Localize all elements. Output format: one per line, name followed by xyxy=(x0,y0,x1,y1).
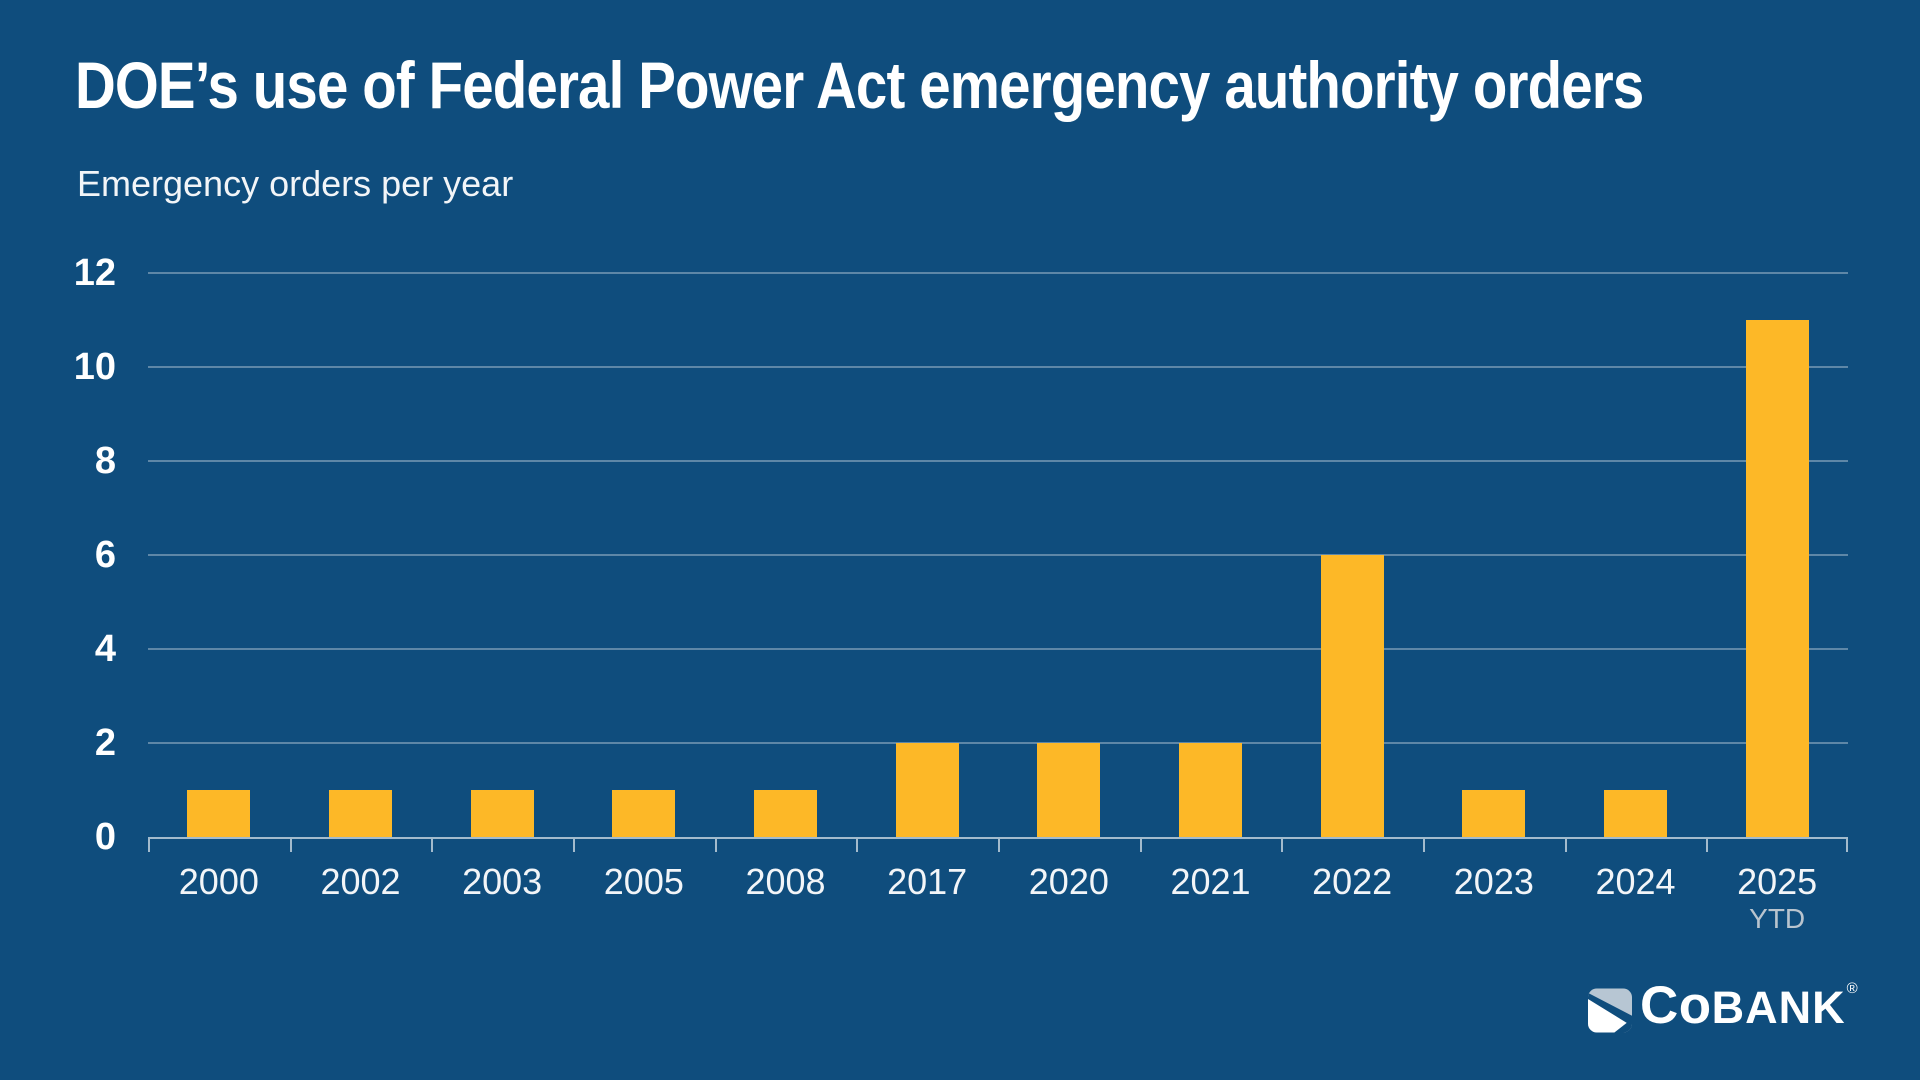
x-axis-tick xyxy=(856,839,859,852)
x-axis-label-2008: 2008 xyxy=(745,861,826,902)
gridline-8 xyxy=(148,460,1848,462)
x-axis-label-2005: 2005 xyxy=(603,861,684,902)
x-axis-tick xyxy=(573,839,575,852)
bar-2005 xyxy=(612,790,676,837)
x-axis-label-2023: 2023 xyxy=(1453,861,1534,902)
x-axis-tick xyxy=(1139,839,1142,852)
registered-symbol: ® xyxy=(1846,980,1858,997)
x-axis-label-2025: 2025 xyxy=(1737,861,1818,902)
x-axis-tick xyxy=(148,839,150,852)
x-axis-tick xyxy=(714,839,717,852)
cobank-sail-icon xyxy=(1588,988,1632,1033)
cobank-logo: Co BANK ® xyxy=(1588,976,1858,1035)
x-axis-label-2003: 2003 xyxy=(462,861,543,902)
gridline-2 xyxy=(148,742,1848,744)
wordmark-co: Co xyxy=(1640,976,1712,1035)
x-axis-label-2000: 2000 xyxy=(178,861,259,902)
bar-2000 xyxy=(187,790,251,837)
y-axis-label-10: 10 xyxy=(73,346,116,388)
gridline-12 xyxy=(148,272,1848,274)
x-axis-tick xyxy=(1846,839,1848,852)
x-axis-tick xyxy=(1423,839,1425,852)
y-axis-label-8: 8 xyxy=(94,440,116,482)
bar-2017 xyxy=(895,743,959,837)
x-axis-sublabel-ytd: YTD xyxy=(1749,903,1806,934)
gridline-4 xyxy=(148,648,1848,650)
gridline-10 xyxy=(148,366,1848,368)
x-axis-label-2021: 2021 xyxy=(1170,861,1251,902)
bar-2003 xyxy=(470,790,534,837)
bar-2023 xyxy=(1462,790,1526,837)
x-axis-line xyxy=(148,837,1848,839)
bar-2008 xyxy=(754,790,817,837)
bar-2022 xyxy=(1320,555,1384,837)
x-axis-label-2002: 2002 xyxy=(320,861,401,902)
x-axis-label-2020: 2020 xyxy=(1028,861,1109,902)
wordmark-bank: BANK xyxy=(1711,982,1846,1033)
x-axis-label-2024: 2024 xyxy=(1595,861,1676,902)
y-axis-label-6: 6 xyxy=(94,534,116,576)
x-axis-tick xyxy=(1706,839,1709,852)
y-axis-label-12: 12 xyxy=(73,252,116,294)
y-axis-label-2: 2 xyxy=(94,722,116,764)
bar-2021 xyxy=(1179,743,1242,837)
y-axis-label-4: 4 xyxy=(94,628,116,670)
bar-2024 xyxy=(1604,790,1667,837)
chart-title: DOE’s use of Federal Power Act emergency… xyxy=(75,48,1644,122)
cobank-wordmark: Co BANK ® xyxy=(1640,976,1858,1035)
x-axis-tick xyxy=(431,839,434,852)
bar-2025 xyxy=(1745,320,1809,837)
gridline-6 xyxy=(148,554,1848,556)
chart-subtitle: Emergency orders per year xyxy=(77,163,514,204)
y-axis-label-0: 0 xyxy=(94,816,116,858)
x-axis-label-2022: 2022 xyxy=(1312,861,1393,902)
x-axis-label-2017: 2017 xyxy=(887,861,968,902)
x-axis-tick xyxy=(998,839,1000,852)
x-axis-tick xyxy=(1281,839,1284,852)
x-axis-tick xyxy=(1564,839,1567,852)
x-axis-tick xyxy=(289,839,292,852)
bar-2002 xyxy=(329,790,392,837)
bar-2020 xyxy=(1037,743,1101,837)
